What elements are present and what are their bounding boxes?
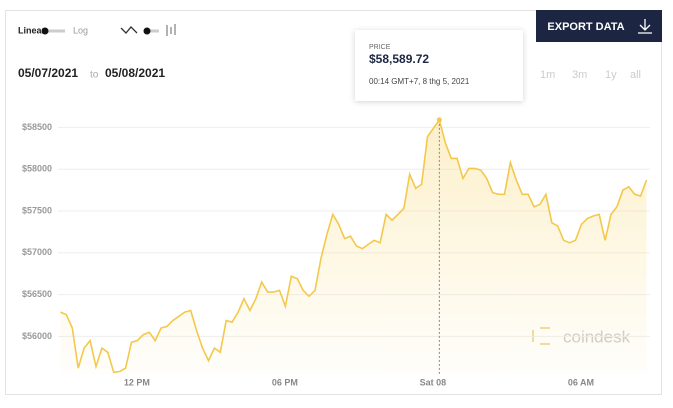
tooltip-label: PRICE xyxy=(369,44,391,51)
tooltip xyxy=(355,30,523,101)
type-toggle[interactable] xyxy=(143,27,160,35)
y-tick-label: $57000 xyxy=(22,247,52,257)
log-option[interactable]: Log xyxy=(73,25,88,35)
area xyxy=(60,119,647,375)
y-tick-label: $58000 xyxy=(22,164,52,174)
date-to[interactable]: 05/08/2021 xyxy=(105,66,165,80)
price-line xyxy=(60,118,648,374)
line-icon[interactable] xyxy=(120,26,138,34)
date-from[interactable]: 05/07/2021 xyxy=(18,66,78,80)
linear-option[interactable]: Linear xyxy=(18,25,46,35)
x-tick-label: 12 PM xyxy=(124,377,150,387)
date-sep: to xyxy=(90,70,99,81)
x-tick-label: Sat 08 xyxy=(420,377,447,387)
y-tick-label: $56500 xyxy=(22,289,52,299)
y-tick-label: $57500 xyxy=(22,205,52,215)
download-icon[interactable] xyxy=(638,19,652,34)
range-button[interactable]: all xyxy=(630,69,641,81)
candle-icon[interactable] xyxy=(166,24,176,36)
hover-point xyxy=(436,117,442,123)
tooltip-value: $58,589.72 xyxy=(369,52,429,66)
scale-toggle[interactable] xyxy=(41,27,66,35)
x-tick-label: 06 AM xyxy=(568,377,594,387)
range-button[interactable]: 1y xyxy=(605,69,617,81)
export-label[interactable]: EXPORT DATA xyxy=(547,21,624,33)
y-tick-label: $56000 xyxy=(22,331,52,341)
range-button[interactable]: 3m xyxy=(572,69,587,81)
range-button[interactable]: 1m xyxy=(540,69,555,81)
y-tick-label: $58500 xyxy=(22,122,52,132)
tooltip-time: 00:14 GMT+7, 8 thg 5, 2021 xyxy=(369,77,470,86)
x-tick-label: 06 PM xyxy=(272,377,298,387)
